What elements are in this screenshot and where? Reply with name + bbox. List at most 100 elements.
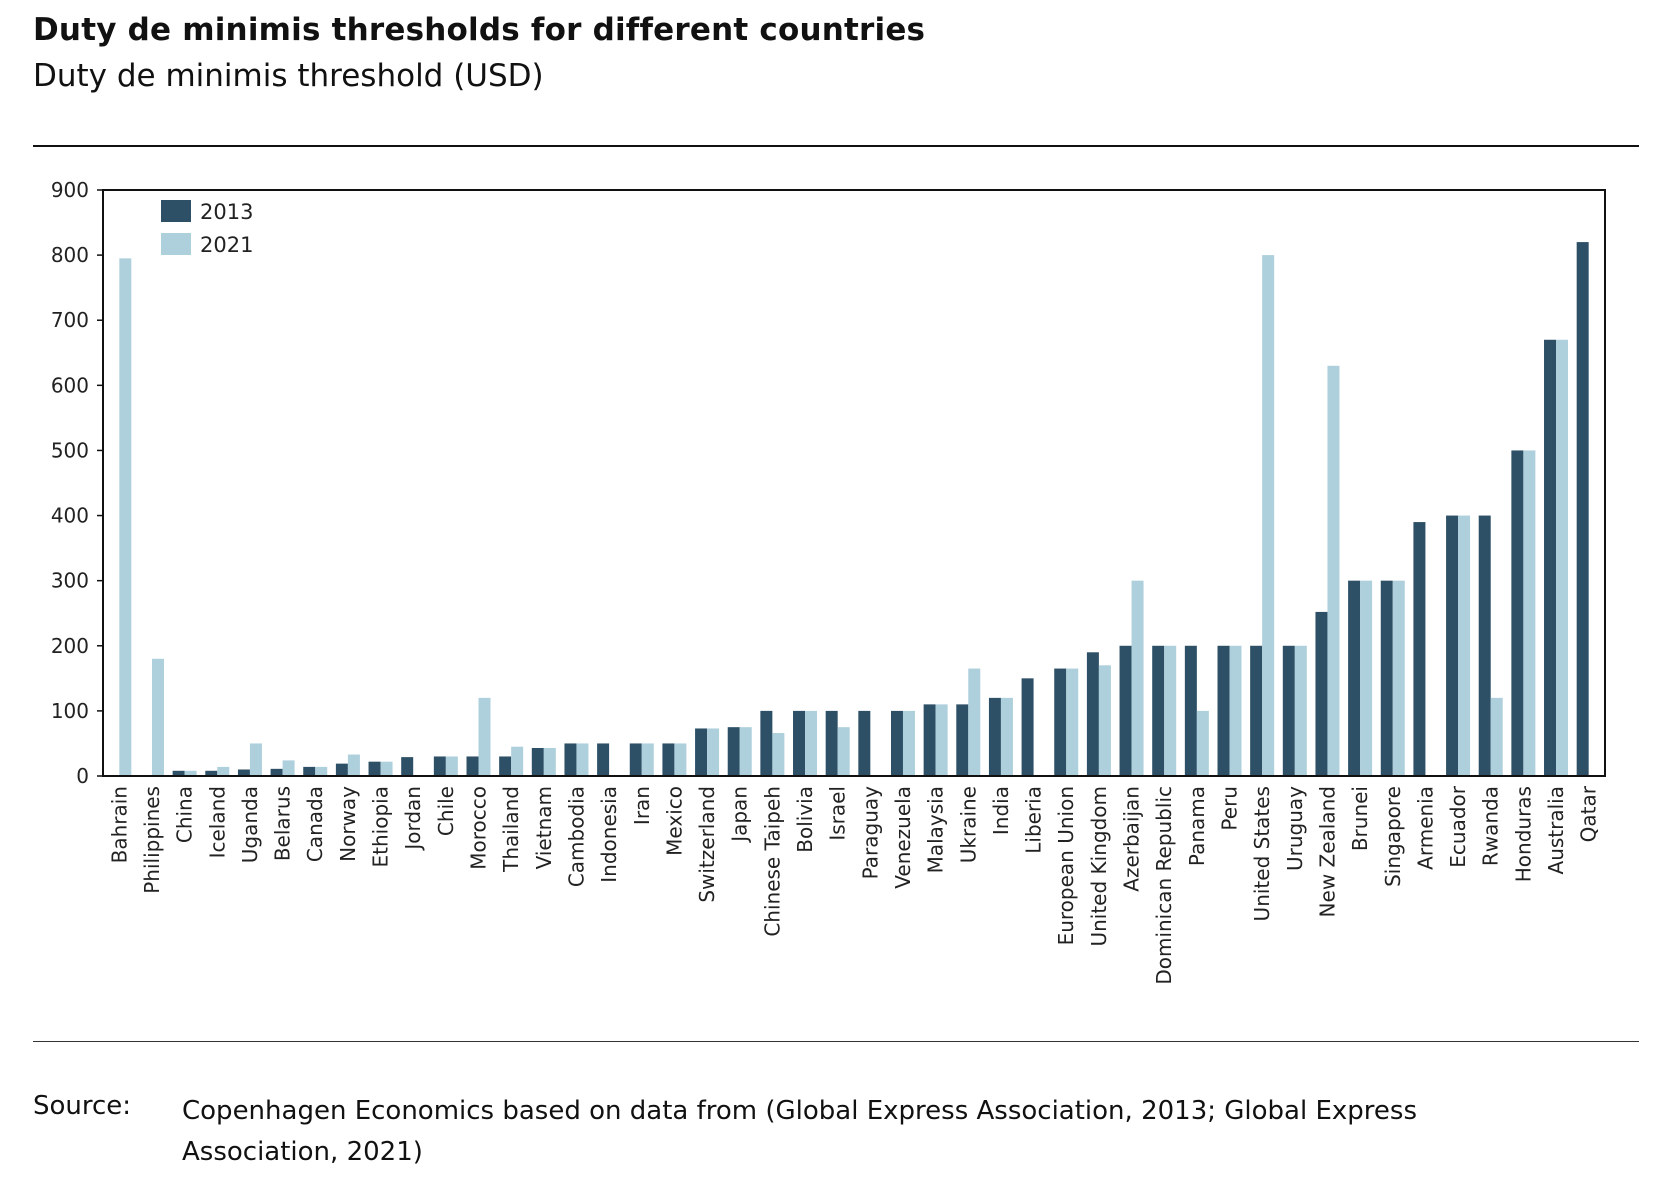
bar-2021 — [282, 760, 295, 776]
top-rule — [33, 145, 1639, 147]
x-tick-label: Vietnam — [532, 786, 556, 869]
bar-2013 — [793, 710, 806, 776]
x-tick-label: Ecuador — [1446, 785, 1470, 867]
bar-2013 — [1544, 339, 1557, 776]
legend-swatch-2021 — [161, 233, 191, 255]
plot-frame — [102, 189, 1606, 777]
bar-2021 — [1066, 668, 1079, 776]
bar-2013 — [1511, 450, 1524, 776]
y-tick-label: 0 — [76, 764, 89, 788]
bar-2013 — [1282, 645, 1295, 776]
x-tick-label: China — [173, 786, 197, 843]
bar-2013 — [1446, 515, 1459, 776]
bar-2013 — [597, 743, 610, 776]
x-tick-label: Chile — [434, 786, 458, 836]
bar-2013 — [1315, 611, 1328, 776]
bar-2021 — [1327, 365, 1340, 776]
x-tick-label: India — [989, 786, 1013, 835]
x-tick-label: Canada — [303, 786, 327, 862]
bar-2013 — [988, 697, 1001, 776]
bar-2021 — [1523, 450, 1536, 776]
x-tick-label: Armenia — [1413, 786, 1437, 870]
bar-2021 — [1556, 339, 1569, 776]
bars-group — [119, 242, 1589, 777]
bar-2013 — [858, 710, 871, 776]
bar-2013 — [1217, 645, 1230, 776]
x-tick-label: Mexico — [662, 786, 686, 856]
bar-2013 — [564, 743, 577, 776]
x-tick-label: Paraguay — [858, 786, 882, 880]
y-tick-label: 700 — [51, 308, 89, 332]
x-tick-label: Honduras — [1511, 786, 1535, 882]
bar-2013 — [172, 770, 185, 776]
bar-2013 — [727, 727, 740, 776]
bar-2013 — [1348, 580, 1361, 776]
legend: 2013 2021 — [161, 200, 253, 257]
x-tick-label: Japan — [728, 786, 752, 844]
x-tick-label: Ukraine — [956, 786, 980, 863]
bar-2013 — [956, 704, 969, 776]
y-tick-label: 500 — [51, 438, 89, 462]
bar-2013 — [237, 769, 250, 776]
bar-2013 — [890, 710, 903, 776]
bar-2021 — [1229, 645, 1242, 776]
bar-2021 — [1262, 255, 1275, 777]
bar-2021 — [674, 743, 687, 776]
bar-2021 — [1360, 580, 1373, 776]
bar-2013 — [1184, 645, 1197, 776]
bar-2013 — [1054, 668, 1067, 776]
bar-2021 — [151, 658, 164, 776]
x-tick-label: Cambodia — [564, 786, 588, 887]
x-tick-label: Israel — [826, 786, 850, 841]
bar-2013 — [1250, 645, 1263, 776]
bar-2013 — [466, 756, 479, 776]
x-tick-label: Malaysia — [924, 786, 948, 873]
bar-2021 — [739, 727, 752, 776]
x-tick-label: United Kingdom — [1087, 786, 1111, 947]
bar-2021 — [217, 766, 230, 776]
y-tick-label: 800 — [51, 243, 89, 267]
bar-2013 — [825, 710, 838, 776]
x-tick-label: Peru — [1218, 786, 1242, 831]
bar-2013 — [368, 761, 381, 776]
bar-2021 — [543, 748, 556, 776]
bar-2021 — [707, 728, 720, 776]
bar-2013 — [205, 770, 218, 776]
bar-2021 — [1000, 697, 1013, 776]
bar-2021 — [805, 710, 818, 776]
x-tick-label: Australia — [1544, 786, 1568, 874]
x-tick-label: Qatar — [1577, 785, 1601, 842]
bar-2013 — [499, 756, 512, 776]
bar-2021 — [1392, 580, 1405, 776]
x-tick-label: Rwanda — [1479, 786, 1503, 866]
bar-2021 — [347, 754, 360, 776]
bar-2013 — [760, 710, 773, 776]
chart-subtitle: Duty de minimis threshold (USD) — [33, 58, 544, 94]
bar-chart: 0 100 200 300 400 500 600 700 800 900 Bahrain Phil… — [51, 178, 1606, 985]
x-tick-label: Philippines — [140, 786, 164, 894]
y-tick-label: 200 — [51, 634, 89, 658]
bar-2013 — [270, 768, 283, 776]
bottom-rule — [33, 1041, 1639, 1042]
bar-2021 — [184, 770, 197, 776]
x-tick-label: Uganda — [238, 786, 262, 863]
bar-2013 — [629, 743, 642, 776]
bar-2021 — [380, 761, 393, 776]
x-tick-label: Bolivia — [793, 786, 817, 853]
bar-2013 — [695, 728, 708, 776]
x-tick-label: Belarus — [271, 786, 295, 861]
bar-2021 — [1196, 710, 1209, 776]
y-axis: 0 100 200 300 400 500 600 700 800 900 — [51, 178, 103, 788]
bar-2013 — [433, 756, 446, 776]
x-axis: Bahrain Philippines China Iceland Uganda Bela… — [107, 785, 1600, 984]
legend-label-2021: 2021 — [200, 233, 253, 257]
x-tick-label: Dominican Republic — [1152, 786, 1176, 985]
bar-2013 — [531, 748, 544, 776]
x-tick-label: Chinese Taipeh — [760, 786, 784, 937]
legend-label-2013: 2013 — [200, 200, 253, 224]
source-text: Copenhagen Economics based on data from … — [182, 1096, 1417, 1167]
x-tick-label: Switzerland — [695, 786, 719, 903]
y-tick-label: 300 — [51, 569, 89, 593]
x-tick-label: Morocco — [467, 786, 491, 870]
bar-2021 — [576, 743, 589, 776]
